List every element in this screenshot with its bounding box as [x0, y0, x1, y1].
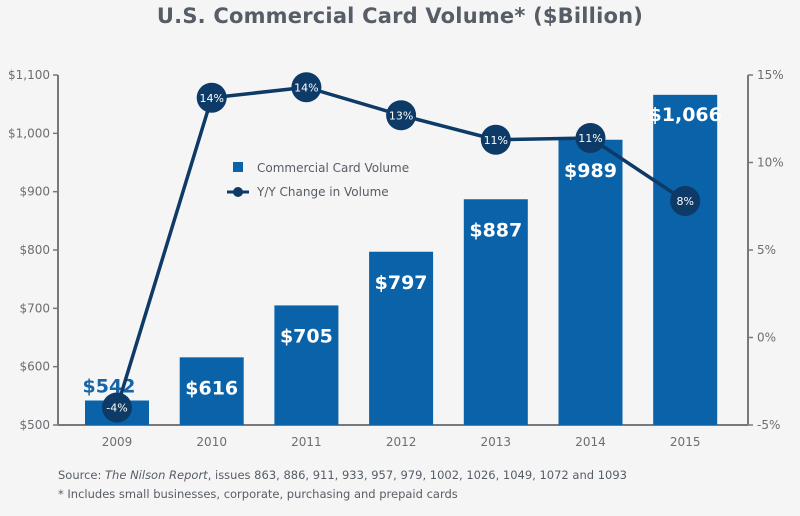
bar [369, 251, 434, 425]
left-axis-tick-label: $700 [19, 301, 50, 315]
bar-value-label: $887 [469, 219, 522, 241]
right-axis-tick-label: 10% [757, 156, 784, 170]
left-axis-tick-label: $900 [19, 185, 50, 199]
legend-bar-swatch [233, 162, 243, 172]
left-axis-tick-label: $500 [19, 418, 50, 432]
left-axis-tick-label: $1,100 [8, 68, 50, 82]
right-axis-tick-label: 15% [757, 68, 784, 82]
x-axis-tick-label: 2014 [575, 435, 606, 449]
yoy-point-marker [575, 123, 606, 153]
bars: $542 $616$705$797$887$989$1,066 [83, 94, 722, 425]
x-axis-tick-label: 2015 [670, 435, 701, 449]
yoy-point-label: 13% [389, 109, 413, 122]
bar-value-label: $797 [375, 272, 428, 294]
legend-line-marker [233, 187, 243, 197]
yoy-point-marker [196, 82, 227, 113]
x-axis-tick-label: 2013 [481, 435, 512, 449]
bar-value-label: $616 [185, 377, 238, 399]
chart-title: U.S. Commercial Card Volume* ($Billion) [156, 4, 644, 28]
yoy-point-label: 14% [294, 81, 318, 94]
right-axis: -5% 0% 5% 10% 15% [747, 68, 784, 432]
asterisk-note: * Includes small businesses, corporate, … [58, 487, 458, 501]
footnotes: Source: The Nilson Report, issues 863, 8… [58, 466, 627, 504]
right-axis-tick-label: -5% [757, 418, 780, 432]
bar [274, 305, 339, 425]
yoy-point-marker [291, 72, 322, 103]
yoy-point-marker [670, 186, 701, 216]
source-note: Source: The Nilson Report, issues 863, 8… [58, 468, 627, 482]
x-axis-tick-label: 2009 [102, 435, 133, 449]
right-axis-tick-label: 0% [757, 331, 776, 345]
legend: Commercial Card Volume Y/Y Change in Vol… [227, 161, 409, 199]
bar [653, 94, 718, 425]
yoy-point-marker [386, 100, 417, 131]
x-axis-tick-label: 2012 [386, 435, 417, 449]
yoy-point-marker [102, 392, 132, 423]
bar [463, 199, 528, 425]
x-axis-tick-label: 2010 [196, 435, 227, 449]
right-axis-tick-label: 5% [757, 243, 776, 257]
yoy-line: -4% 14% 14% 13% 11% 11% 8% [102, 72, 701, 423]
x-axis-tick-label: 2011 [291, 435, 322, 449]
legend-bar-label: Commercial Card Volume [257, 161, 409, 175]
yoy-point-label: -4% [106, 402, 127, 415]
left-axis-tick-label: $800 [19, 243, 50, 257]
left-axis-tick-label: $600 [19, 360, 50, 374]
bar [179, 357, 244, 425]
yoy-point-label: 11% [578, 132, 602, 145]
source-title: The Nilson Report [105, 468, 208, 482]
x-axis-labels: 2009 2010 2011 2012 2013 2014 2015 [102, 435, 701, 449]
left-axis-tick-label: $1,000 [8, 126, 50, 140]
yoy-point-label: 8% [676, 195, 693, 208]
bar [558, 139, 623, 425]
bar-value-label: $1,066 [649, 104, 722, 126]
yoy-point-marker [480, 124, 511, 155]
yoy-point-label: 14% [199, 92, 223, 105]
bar-value-label: $705 [280, 325, 333, 347]
bar-value-label: $989 [564, 160, 617, 182]
legend-line-label: Y/Y Change in Volume [256, 185, 389, 199]
yoy-point-label: 11% [484, 134, 508, 147]
